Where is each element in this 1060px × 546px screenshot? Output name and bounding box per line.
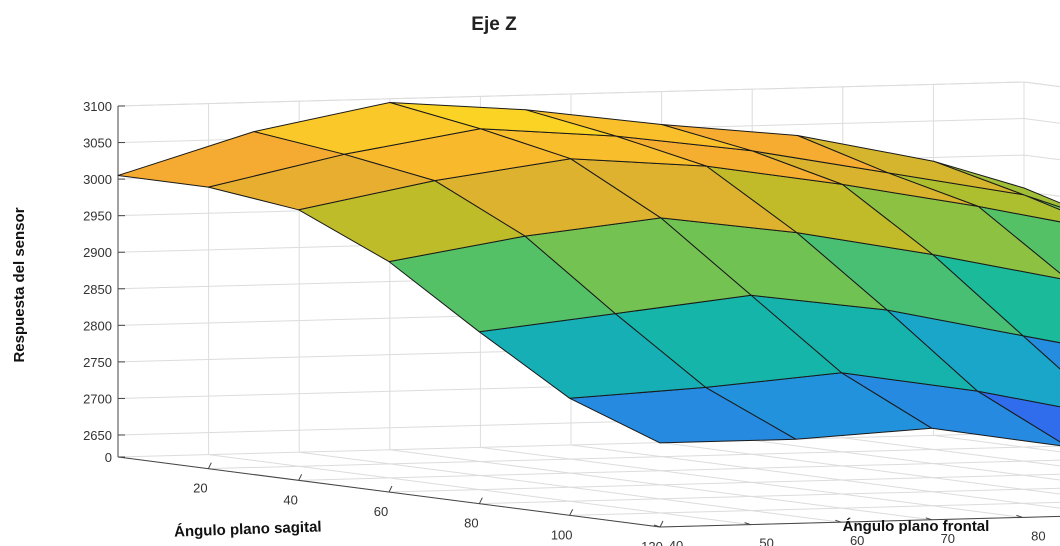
y-tick-label: 80	[1031, 528, 1045, 543]
z-tick-label: 2750	[83, 355, 112, 370]
y-tick-mark	[1016, 514, 1023, 518]
z-tick-label: 0	[105, 450, 112, 465]
grid-line	[842, 437, 1060, 467]
y-tick-mark	[835, 519, 842, 523]
x-tick-mark	[207, 462, 212, 469]
grid-line	[661, 442, 1060, 495]
grid-line	[389, 449, 932, 521]
y-tick-mark	[925, 517, 932, 521]
x-tick-label: 40	[283, 492, 297, 507]
surface-layer	[117, 102, 1060, 447]
x-tick-mark	[298, 474, 303, 481]
z-tick-label: 2700	[83, 391, 112, 406]
box-edge	[1023, 81, 1060, 88]
y-axis-line	[659, 515, 1060, 528]
y-tick-mark	[653, 524, 661, 528]
grid-line	[570, 444, 1060, 509]
grid-line	[299, 451, 842, 523]
x-tick-mark	[659, 520, 664, 528]
y-axis-label: Ángulo plano frontal	[843, 518, 990, 535]
y-tick-label: 50	[759, 536, 773, 546]
grid-line	[1023, 81, 1060, 88]
z-axis-label: Respuesta del sensor	[11, 207, 28, 362]
surface-patch	[117, 131, 345, 188]
x-tick-mark	[569, 509, 574, 516]
x-tick-label: 100	[551, 527, 573, 542]
z-tick-label: 2850	[83, 282, 112, 297]
grid-line	[298, 459, 1060, 481]
z-tick-label: 2950	[83, 209, 112, 224]
chart-title: Eje Z	[471, 14, 517, 35]
grid-line	[933, 434, 1060, 453]
x-tick-label: 60	[374, 504, 388, 519]
x-tick-mark	[388, 485, 393, 493]
x-tick-mark	[478, 497, 483, 504]
tick-layer: 0 2650 2700 2750 2800 2850 2900 2950 3000 3050 310…	[83, 99, 1046, 546]
grid-layer	[117, 81, 1060, 528]
y-tick-mark	[744, 522, 751, 526]
grid-line	[752, 439, 1060, 481]
x-tick-label: 120	[641, 539, 663, 546]
z-tick-label: 3050	[83, 136, 112, 151]
z-tick-label: 2900	[83, 245, 112, 260]
z-tick-label: 3100	[83, 99, 112, 114]
z-tick-label: 2800	[83, 318, 112, 333]
grid-line	[1023, 118, 1060, 124]
grid-line	[208, 454, 751, 526]
box-edge	[117, 81, 1025, 107]
z-tick-label: 3000	[83, 172, 112, 187]
y-tick-label: 40	[669, 538, 683, 546]
grid-line	[480, 446, 1023, 518]
x-tick-label: 20	[193, 481, 207, 496]
x-tick-label: 80	[464, 516, 478, 531]
y-tick-label: 70	[941, 531, 955, 546]
x-axis-label: Ángulo plano sagital	[174, 518, 322, 540]
y-tick-label: 60	[850, 533, 864, 546]
z-tick-label: 2650	[83, 428, 112, 443]
grid-line	[388, 473, 1060, 493]
